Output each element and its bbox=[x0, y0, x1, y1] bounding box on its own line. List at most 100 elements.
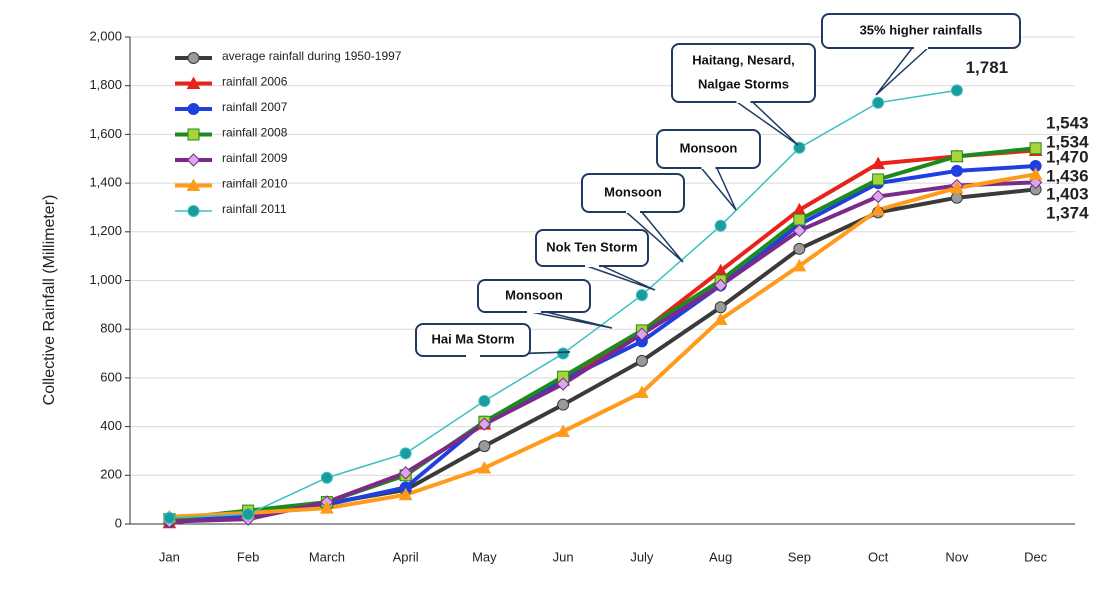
y-tick-label: 1,000 bbox=[89, 272, 122, 287]
annotation-text: Hai Ma Storm bbox=[431, 331, 514, 346]
legend-marker bbox=[186, 178, 201, 191]
x-tick-label: April bbox=[393, 549, 419, 564]
y-axis-label: Collective Rainfall (Millimeter) bbox=[41, 195, 58, 406]
data-point bbox=[557, 398, 570, 411]
data-point bbox=[950, 180, 964, 194]
data-point bbox=[793, 242, 806, 255]
series-line bbox=[169, 172, 1036, 519]
x-tick-label: May bbox=[472, 549, 497, 564]
x-tick-label: Sep bbox=[788, 549, 811, 564]
annotation-text: 35% higher rainfalls bbox=[860, 22, 983, 37]
data-label: 1,403 bbox=[1046, 184, 1089, 203]
data-point bbox=[950, 164, 963, 177]
annotation-cover bbox=[527, 309, 541, 313]
data-point bbox=[399, 447, 412, 460]
x-tick-label: Feb bbox=[237, 549, 259, 564]
data-label: 1,470 bbox=[1046, 147, 1089, 166]
x-tick-label: Aug bbox=[709, 549, 732, 564]
annotation-text: Monsoon bbox=[604, 184, 662, 199]
legend-marker bbox=[187, 128, 200, 141]
data-label: 1,374 bbox=[1046, 203, 1089, 222]
data-point bbox=[398, 466, 413, 480]
y-tick-label: 2,000 bbox=[89, 28, 122, 43]
annotation-text: Monsoon bbox=[505, 287, 563, 302]
data-point bbox=[242, 508, 255, 521]
legend-marker bbox=[187, 103, 200, 115]
data-point bbox=[477, 460, 492, 474]
annotation: Nok Ten Storm bbox=[535, 229, 656, 291]
data-point bbox=[793, 141, 806, 154]
data-point bbox=[872, 173, 885, 186]
annotation-cover bbox=[585, 263, 599, 267]
annotation-cover bbox=[736, 99, 751, 103]
legend-label: rainfall 2006 bbox=[222, 75, 288, 89]
data-point bbox=[478, 440, 491, 453]
data-point bbox=[635, 289, 648, 302]
legend-marker bbox=[186, 153, 201, 167]
data-point bbox=[635, 385, 649, 399]
annotation-pointer bbox=[735, 100, 799, 146]
legend-marker bbox=[186, 76, 201, 89]
data-point bbox=[635, 354, 648, 367]
annotation: Monsoon bbox=[477, 279, 613, 329]
data-point bbox=[477, 417, 492, 431]
data-point bbox=[635, 327, 649, 341]
data-point bbox=[556, 424, 570, 437]
annotation-text: Nalgae Storms bbox=[698, 76, 789, 91]
data-point bbox=[478, 395, 491, 408]
y-tick-label: 800 bbox=[100, 321, 122, 336]
legend-label: rainfall 2007 bbox=[222, 100, 288, 114]
data-point bbox=[793, 213, 806, 226]
data-point bbox=[320, 501, 334, 514]
data-point bbox=[556, 377, 570, 391]
data-point bbox=[950, 191, 963, 204]
x-tick-label: Oct bbox=[868, 549, 889, 564]
annotation-pointer bbox=[875, 46, 930, 96]
data-label: 1,543 bbox=[1046, 113, 1089, 132]
data-point bbox=[950, 84, 963, 97]
annotation-text: Haitang, Nesard, bbox=[692, 52, 795, 67]
data-label: 1,781 bbox=[966, 58, 1009, 77]
legend-marker bbox=[187, 205, 200, 217]
data-point bbox=[871, 202, 885, 216]
legend-label: average rainfall during 1950-1997 bbox=[222, 49, 402, 63]
data-point bbox=[871, 156, 885, 170]
legend-label: rainfall 2008 bbox=[222, 126, 288, 140]
annotation: 35% higher rainfalls bbox=[821, 13, 1021, 96]
annotation: Monsoon bbox=[656, 129, 761, 211]
legend: average rainfall during 1950-1997 rainfal… bbox=[175, 49, 402, 217]
data-point bbox=[713, 278, 728, 293]
annotation-cover bbox=[701, 165, 716, 169]
annotation-pointer bbox=[525, 310, 613, 329]
y-tick-label: 1,600 bbox=[89, 126, 122, 141]
x-tick-label: Dec bbox=[1024, 549, 1048, 564]
y-tick-label: 0 bbox=[115, 515, 122, 530]
series-line bbox=[169, 164, 1036, 524]
data-point bbox=[792, 258, 807, 272]
data-point bbox=[714, 301, 727, 314]
x-tick-label: March bbox=[309, 549, 345, 564]
data-point bbox=[871, 189, 885, 204]
annotation-cover bbox=[626, 209, 640, 213]
legend-label: rainfall 2011 bbox=[222, 202, 287, 216]
data-point bbox=[1029, 142, 1042, 155]
legend-label: rainfall 2010 bbox=[222, 177, 288, 191]
x-tick-label: July bbox=[630, 549, 654, 564]
annotation: Haitang, Nesard, Nalgae Storms bbox=[671, 43, 816, 146]
x-tick-label: Jun bbox=[553, 549, 574, 564]
annotation-pointer bbox=[583, 264, 656, 291]
annotation-pointer bbox=[624, 210, 684, 263]
data-point bbox=[872, 96, 885, 109]
annotation: Monsoon bbox=[581, 173, 685, 263]
data-point bbox=[557, 347, 570, 360]
annotation-cover bbox=[914, 45, 928, 49]
y-tick-label: 200 bbox=[100, 467, 122, 482]
y-tick-label: 1,200 bbox=[89, 223, 122, 238]
y-tick-label: 1,400 bbox=[89, 175, 122, 190]
data-point bbox=[398, 487, 413, 501]
x-tick-label: Nov bbox=[945, 549, 969, 564]
data-label: 1,534 bbox=[1046, 132, 1089, 151]
annotation: Hai Ma Storm bbox=[415, 323, 571, 357]
data-point bbox=[163, 511, 176, 524]
